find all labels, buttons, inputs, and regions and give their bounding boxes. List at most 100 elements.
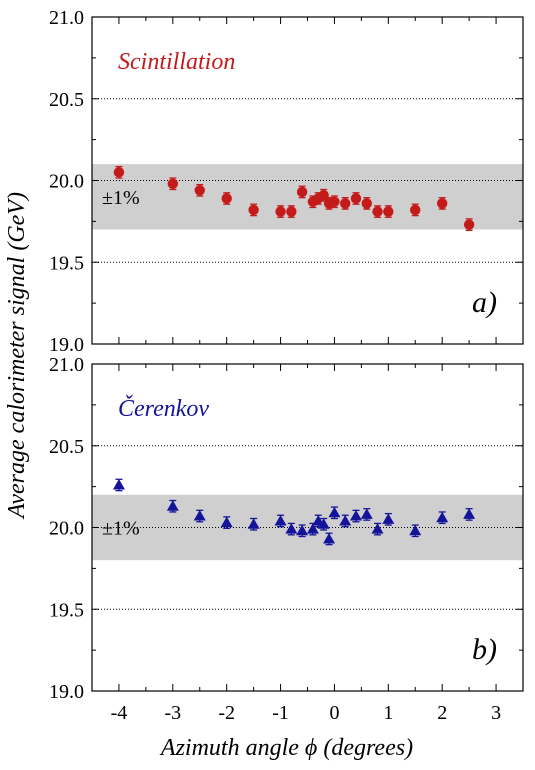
data-point xyxy=(220,516,233,529)
panel-a: 19.0 19.5 20.0 20.5 21.0 ±1% Scintillation a) xyxy=(49,7,524,356)
data-point xyxy=(167,177,179,191)
data-point xyxy=(383,205,394,218)
data-point xyxy=(248,203,259,217)
circle-marker xyxy=(275,206,286,217)
y-tick-label: 20.0 xyxy=(49,171,84,193)
x-tick-label: -2 xyxy=(218,702,235,724)
data-point xyxy=(296,524,309,538)
circle-marker xyxy=(113,167,125,178)
x-axis-label: Azimuth angle ϕ (degrees) xyxy=(159,735,413,761)
data-point xyxy=(112,478,125,492)
data-point xyxy=(463,218,475,232)
circle-marker xyxy=(329,196,340,207)
triangle-marker xyxy=(339,514,352,526)
series-label: Scintillation xyxy=(118,49,235,75)
triangle-marker xyxy=(463,508,476,519)
data-point xyxy=(350,192,362,205)
data-point xyxy=(382,512,395,526)
circle-marker xyxy=(436,198,448,209)
circle-marker xyxy=(194,185,205,196)
circle-marker xyxy=(248,204,259,216)
x-tick-label: 0 xyxy=(329,702,339,724)
circle-marker xyxy=(167,178,179,189)
circle-marker xyxy=(221,193,232,204)
circle-marker xyxy=(361,198,372,209)
y-tick-label: 19.0 xyxy=(49,334,84,356)
x-tick-label: -4 xyxy=(111,702,128,724)
data-point xyxy=(285,522,298,536)
data-point xyxy=(340,197,351,210)
y-tick-label: 21.0 xyxy=(49,7,84,29)
data-point xyxy=(371,522,384,536)
tolerance-band xyxy=(92,164,523,230)
y-tick-label: 20.5 xyxy=(49,89,84,111)
y-tick-label: 21.0 xyxy=(49,354,84,376)
x-tick-label: 1 xyxy=(383,702,393,724)
data-point xyxy=(372,205,383,218)
triangle-marker xyxy=(382,513,395,524)
circle-marker xyxy=(286,206,297,217)
triangle-marker xyxy=(436,511,449,523)
circle-marker xyxy=(410,204,421,216)
y-axis-label: Average calorimeter signal (GeV) xyxy=(4,192,30,520)
triangle-marker xyxy=(274,514,287,526)
data-point xyxy=(274,514,287,528)
x-tick-label: -3 xyxy=(164,702,181,724)
circle-marker xyxy=(463,219,475,230)
data-point xyxy=(166,499,179,513)
tolerance-band xyxy=(92,494,523,561)
triangle-marker xyxy=(220,516,233,528)
data-point xyxy=(463,508,476,521)
triangle-marker xyxy=(193,510,206,521)
triangle-marker xyxy=(409,524,422,536)
data-point xyxy=(410,203,421,217)
triangle-marker xyxy=(285,523,298,534)
data-point xyxy=(361,197,372,210)
circle-marker xyxy=(383,206,394,217)
data-point xyxy=(296,185,308,199)
x-tick-label: 2 xyxy=(437,702,447,724)
triangle-marker xyxy=(306,523,319,534)
data-point xyxy=(286,205,297,218)
triangle-marker xyxy=(166,500,179,511)
series-label: Čerenkov xyxy=(118,395,209,422)
triangle-marker xyxy=(371,523,384,534)
panel-b: 19.0 19.5 20.0 20.5 21.0 -4 -3 -2 -1 0 1 2 3 ±1% Čeren… xyxy=(49,354,524,724)
panel-label: a) xyxy=(472,286,497,319)
triangle-marker xyxy=(112,478,125,490)
data-point xyxy=(360,508,373,521)
circle-marker xyxy=(372,206,383,217)
band-label: ±1% xyxy=(102,518,140,540)
chart-panels: 19.019.520.020.521.0±1%Scintillationa)19… xyxy=(49,7,524,724)
data-point xyxy=(194,183,205,197)
data-point xyxy=(329,195,340,209)
circle-marker xyxy=(350,193,362,204)
data-point xyxy=(247,517,260,531)
y-tick-label: 20.0 xyxy=(49,518,84,540)
band-label: ±1% xyxy=(102,187,140,209)
data-point xyxy=(193,509,206,523)
y-tick-label: 19.5 xyxy=(49,252,84,274)
triangle-marker xyxy=(349,510,362,521)
triangle-marker xyxy=(323,532,336,544)
panel-label: b) xyxy=(472,633,497,666)
x-tick-label: 3 xyxy=(491,702,501,724)
data-point xyxy=(409,524,422,538)
triangle-marker xyxy=(247,518,260,529)
data-point xyxy=(339,514,352,528)
triangle-marker xyxy=(296,524,309,536)
circle-marker xyxy=(296,186,308,198)
triangle-marker xyxy=(360,508,373,519)
data-point xyxy=(113,165,125,179)
y-tick-label: 20.5 xyxy=(49,436,84,458)
data-point xyxy=(317,517,330,531)
triangle-marker xyxy=(317,518,330,529)
data-point xyxy=(221,192,232,205)
triangle-marker xyxy=(328,506,341,518)
circle-marker xyxy=(340,198,351,209)
data-point xyxy=(436,511,449,525)
data-point xyxy=(328,506,341,520)
data-point xyxy=(275,205,286,218)
y-tick-label: 19.5 xyxy=(49,599,84,621)
